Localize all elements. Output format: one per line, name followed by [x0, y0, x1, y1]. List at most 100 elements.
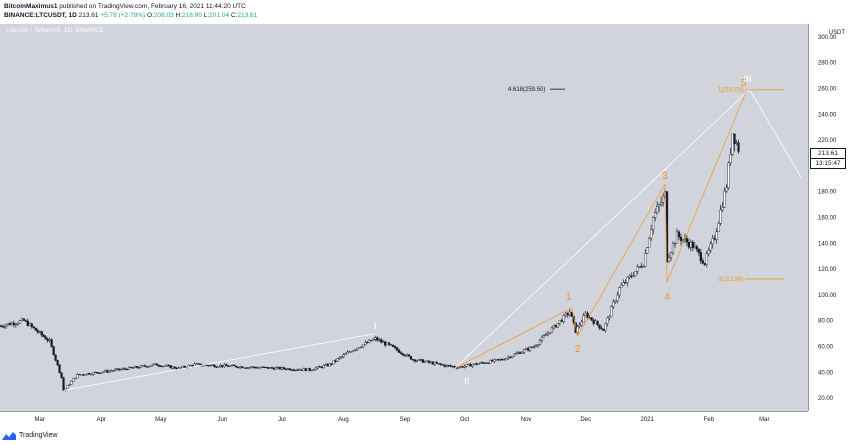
candle-body [628, 275, 631, 278]
candle-body [507, 356, 510, 359]
candle-body [80, 374, 83, 376]
subwave-line [664, 183, 668, 283]
candle-body [358, 347, 361, 349]
x-tick-label: Aug [338, 417, 349, 423]
y-tick-label: 100.00 [818, 293, 837, 299]
x-tick-label: Oct [460, 417, 470, 423]
candle-body [274, 367, 278, 370]
subwave-line [454, 307, 572, 369]
candle-body [76, 373, 79, 379]
candle-body [473, 363, 476, 365]
candle-body [376, 337, 379, 341]
candle-body [576, 326, 579, 333]
candle-body [155, 363, 158, 366]
candle-body [388, 342, 391, 345]
candle-body [532, 346, 536, 348]
candle-body [389, 344, 393, 346]
candle-body [689, 241, 692, 248]
candle-body [30, 323, 33, 327]
candle-body [38, 331, 41, 333]
tradingview-logo-icon[interactable] [2, 431, 16, 441]
candle-body [56, 360, 59, 365]
candle-body [100, 372, 103, 374]
candle-body [685, 238, 688, 243]
x-tick-label: Feb [704, 417, 715, 423]
candle-body [622, 282, 625, 286]
candle-body [354, 349, 357, 351]
candle-body [260, 366, 264, 368]
candle-body [427, 360, 430, 363]
candle-body [556, 323, 559, 328]
candle-body [318, 366, 321, 368]
candle-body [12, 322, 15, 326]
candle-body [312, 369, 315, 371]
candle-body [378, 339, 381, 341]
candle-body [292, 369, 295, 371]
candle-body [48, 339, 51, 341]
footer-brand[interactable]: TradingView [19, 432, 58, 439]
price-axis[interactable] [808, 24, 850, 411]
candle-body [326, 364, 329, 367]
candle-body [4, 324, 8, 328]
chart-plot-area[interactable]: Litecoin / TetherUS, 1D, BINANCE [0, 24, 808, 411]
candle-body [719, 209, 722, 224]
candle-body [691, 241, 694, 249]
time-axis[interactable] [0, 411, 808, 426]
candle-body [268, 367, 272, 369]
candle-body [582, 315, 585, 323]
candle-body [241, 366, 244, 369]
candle-body [652, 217, 655, 230]
candle-body [661, 195, 665, 203]
candle-body [296, 369, 299, 371]
candle-body [673, 243, 677, 245]
candle-body [129, 366, 133, 369]
candle-body [675, 231, 679, 244]
fib-label-1: 1(259.05) [718, 88, 744, 94]
candle-body [249, 367, 252, 369]
candle-body [592, 319, 595, 324]
candle-body [20, 318, 23, 321]
candle-body [677, 231, 681, 238]
candle-body [703, 263, 706, 265]
publish-info: published on TradingView.com, February 1… [59, 3, 246, 10]
candle-body [239, 366, 242, 368]
candle-body [727, 162, 730, 189]
candle-body [580, 321, 583, 326]
candle-body [546, 332, 550, 336]
countdown-tag: 13:15:47 [810, 158, 846, 169]
candle-body [636, 266, 639, 272]
candle-body [280, 367, 284, 370]
publisher-user[interactable]: BitcoinMaximus1 [4, 3, 58, 10]
candle-body [229, 365, 232, 367]
candle-body [207, 365, 210, 367]
candle-body [405, 354, 409, 357]
candle-body [465, 364, 468, 367]
candle-body [602, 328, 605, 331]
candle-body [167, 365, 170, 367]
candle-body [104, 370, 107, 373]
candle-body [723, 190, 726, 208]
candle-body [118, 368, 121, 371]
candle-body [423, 361, 426, 363]
candle-body [336, 358, 339, 362]
subwave-line [571, 307, 579, 337]
candle-body [110, 370, 113, 372]
candle-body [40, 331, 43, 336]
candle-body [594, 320, 597, 324]
y-tick-label: 260.00 [818, 87, 837, 93]
candle-body [16, 323, 19, 325]
candle-body [534, 345, 538, 347]
candle-body [735, 142, 738, 144]
wave-label-III: III [743, 75, 751, 86]
candle-body [344, 353, 347, 355]
candle-body [310, 369, 313, 372]
candle-body [505, 358, 508, 360]
candle-body [566, 313, 569, 316]
candle-body [235, 365, 238, 368]
candle-body [223, 364, 226, 367]
candle-body [638, 266, 641, 268]
candle-body [316, 366, 319, 369]
close-value: 213.61 [237, 12, 258, 19]
candle-body [441, 364, 444, 366]
